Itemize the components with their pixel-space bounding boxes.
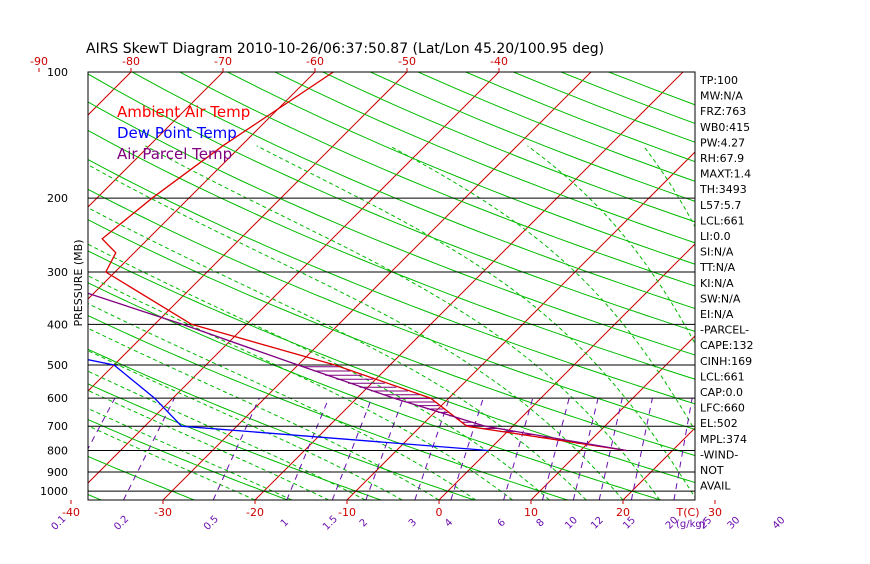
side-panel-line: MAXT:1.4 [700,168,751,181]
bottom-temp-tick-label: -10 [338,506,356,519]
dry-adiabat-line [513,72,870,500]
side-panel-line: PW:4.27 [700,136,745,149]
temp-unit-label: T(C) [676,506,700,519]
side-panel-line: LI:0.0 [700,230,731,243]
side-panel-line: TT:N/A [699,261,736,274]
mixing-ratio-label: 3 [407,517,419,529]
mixing-ratio-line [332,398,371,500]
mixing-ratio-line [674,398,692,500]
side-panel-line: SW:N/A [700,292,741,305]
side-panel: TP:100 MW:N/A FRZ:763 WB0:415 PW:4.27 RH:67.9… [699,74,754,493]
legend-entry-air-parcel-temp: Air Parcel Temp [117,145,232,163]
side-panel-line: EL:502 [700,417,738,430]
top-temp-tick-label: -60 [306,55,324,68]
legend-entry-dew-point-temp: Dew Point Temp [117,124,237,142]
side-panel-line: FRZ:763 [700,105,746,118]
side-panel-line: LFC:660 [700,402,745,415]
pressure-tick-label: 600 [47,392,68,405]
bottom-temp-tick-label: 10 [524,506,538,519]
y-axis-label: PRESSURE (MB) [72,240,85,327]
side-panel-line: L57:5.7 [700,199,741,212]
mixing-ratio-label: 30 [726,515,743,532]
dry-adiabat-line [418,72,870,500]
side-panel-line: TP:100 [699,74,738,87]
legend-entry-ambient-air-temp: Ambient Air Temp [117,103,250,121]
mixing-ratio-label: 2 [358,517,370,529]
side-panel-line: MW:N/A [700,90,743,103]
mixing-ratio-line [631,398,652,500]
side-panel-line: AVAIL [700,480,731,493]
isotherm-line [0,72,131,500]
side-panel-line: SI:N/A [700,246,734,259]
mixing-ratio-label: 4 [443,517,455,529]
mixing-ratio-label: 0.2 [112,514,131,533]
side-panel-line: WB0:415 [700,121,750,134]
dry-adiabat-line [323,72,870,500]
isotherm-line [439,72,867,500]
pressure-tick-label: 800 [47,445,68,458]
side-panel-line: CINH:169 [700,355,752,368]
dry-adiabat-line [132,72,870,500]
side-panel-line: EI:N/A [700,308,734,321]
pressure-tick-label: 500 [47,359,68,372]
dry-adiabat-line [0,72,568,500]
top-temp-tick-label: -90 [30,55,48,68]
pressure-tick-label: 200 [47,192,68,205]
pressure-tick-label: 1000 [40,485,68,498]
air-parcel-temp-line [0,72,626,451]
pressure-tick-label: 400 [47,318,68,331]
mixing-ratio-line [124,398,175,500]
mixing-ratio-label: 1 [279,517,291,529]
pressure-tick-label: 100 [47,66,68,79]
side-panel-line: LCL:661 [700,370,745,383]
mixing-ratio-unit: (g/kg) [676,519,706,530]
legend: Ambient Air Temp Dew Point Temp Air Parcel… [117,103,250,163]
pressure-tick-label: 300 [47,266,68,279]
mixing-ratio-label: 6 [496,517,508,529]
isotherm-line [0,72,39,500]
side-panel-line: CAP:0.0 [700,386,743,399]
mixing-ratio-line [287,398,329,500]
side-panel-line: MPL:374 [700,433,747,446]
pressure-tick-label: 700 [47,420,68,433]
mixing-ratio-line [542,398,569,500]
dry-adiabat-line [0,72,101,500]
side-panel-line: -PARCEL- [700,324,749,337]
top-temp-tick-label: -70 [214,55,232,68]
mixing-ratio-line [504,398,533,500]
side-panel-line: TH:3493 [699,183,747,196]
side-panel-line: CAPE:132 [700,339,754,352]
mixing-ratio-label: 8 [535,517,547,529]
bottom-temp-tick-label: -30 [154,506,172,519]
chart-title: AIRS SkewT Diagram 2010-10-26/06:37:50.8… [86,41,604,57]
bottom-temp-tick-label: -40 [62,506,80,519]
bottom-temp-tick-label: 0 [436,506,443,519]
side-panel-line: LCL:661 [700,214,745,227]
top-temp-tick-label: -50 [398,55,416,68]
isotherm-line [807,72,870,500]
side-panel-line: KI:N/A [700,277,734,290]
dry-adiabat-line [370,72,870,500]
mixing-ratio-line [573,398,598,500]
mixing-ratio-line [781,398,792,500]
bottom-temp-tick-label: -20 [246,506,264,519]
mixing-ratio-label: 12 [589,515,606,532]
pressure-tick-label: 900 [47,466,68,479]
series [0,72,627,451]
bottom-temp-tick-label: 30 [708,506,722,519]
top-temp-tick-label: -80 [122,55,140,68]
mixing-ratio-label: 10 [563,515,580,532]
mixing-ratio-label: 40 [771,515,788,532]
side-panel-line: -WIND- [700,448,738,461]
side-panel-line: NOT [700,464,724,477]
top-temp-tick-label: -40 [490,55,508,68]
side-panel-line: RH:67.9 [700,152,744,165]
dry-adiabat-line [180,72,870,500]
mixing-ratio-label: 0.5 [202,514,221,533]
